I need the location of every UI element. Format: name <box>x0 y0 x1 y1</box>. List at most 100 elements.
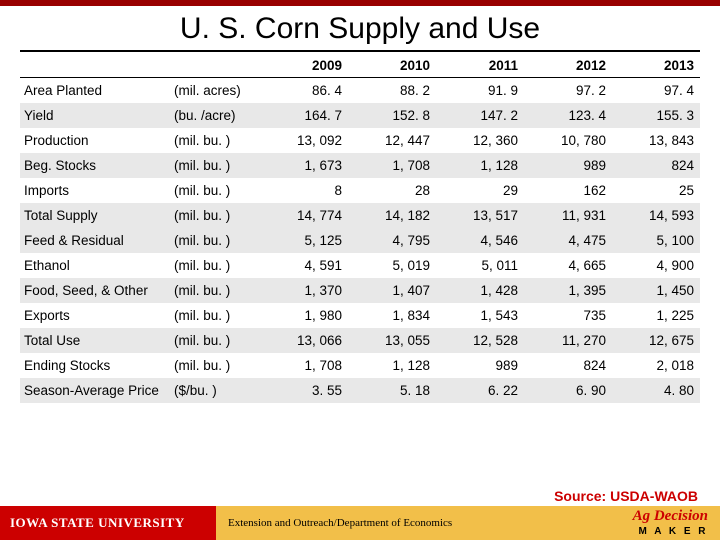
cell: 8 <box>260 178 348 203</box>
cell: 1, 370 <box>260 278 348 303</box>
cell: 1, 834 <box>348 303 436 328</box>
cell: 13, 517 <box>436 203 524 228</box>
cell: 155. 3 <box>612 103 700 128</box>
header-year: 2010 <box>348 54 436 78</box>
cell: 12, 675 <box>612 328 700 353</box>
cell: 97. 4 <box>612 78 700 104</box>
cell: 1, 395 <box>524 278 612 303</box>
cell: 164. 7 <box>260 103 348 128</box>
row-label: Feed & Residual <box>20 228 170 253</box>
cell: 11, 931 <box>524 203 612 228</box>
header-year: 2013 <box>612 54 700 78</box>
row-unit: (mil. bu. ) <box>170 228 260 253</box>
cell: 13, 066 <box>260 328 348 353</box>
cell: 10, 780 <box>524 128 612 153</box>
table-row: Production(mil. bu. )13, 09212, 44712, 3… <box>20 128 700 153</box>
table-body: Area Planted(mil. acres)86. 488. 291. 99… <box>20 78 700 404</box>
cell: 4, 591 <box>260 253 348 278</box>
cell: 147. 2 <box>436 103 524 128</box>
cell: 13, 092 <box>260 128 348 153</box>
row-unit: ($/bu. ) <box>170 378 260 403</box>
row-unit: (mil. bu. ) <box>170 278 260 303</box>
cell: 13, 843 <box>612 128 700 153</box>
cell: 1, 128 <box>348 353 436 378</box>
cell: 1, 673 <box>260 153 348 178</box>
row-unit: (mil. bu. ) <box>170 178 260 203</box>
cell: 2, 018 <box>612 353 700 378</box>
cell: 5, 019 <box>348 253 436 278</box>
cell: 5, 125 <box>260 228 348 253</box>
cell: 12, 528 <box>436 328 524 353</box>
cell: 4, 546 <box>436 228 524 253</box>
table-row: Ethanol(mil. bu. )4, 5915, 0195, 0114, 6… <box>20 253 700 278</box>
cell: 25 <box>612 178 700 203</box>
row-label: Ethanol <box>20 253 170 278</box>
cell: 1, 225 <box>612 303 700 328</box>
header-year: 2009 <box>260 54 348 78</box>
table-row: Area Planted(mil. acres)86. 488. 291. 99… <box>20 78 700 104</box>
cell: 4, 665 <box>524 253 612 278</box>
cell: 1, 450 <box>612 278 700 303</box>
header-year: 2012 <box>524 54 612 78</box>
cell: 4. 80 <box>612 378 700 403</box>
row-label: Production <box>20 128 170 153</box>
table-row: Beg. Stocks(mil. bu. )1, 6731, 7081, 128… <box>20 153 700 178</box>
row-unit: (mil. bu. ) <box>170 153 260 178</box>
cell: 1, 407 <box>348 278 436 303</box>
cell: 97. 2 <box>524 78 612 104</box>
cell: 28 <box>348 178 436 203</box>
brand-top: Ag Decision <box>633 508 708 524</box>
footer: IOWA STATE UNIVERSITY Extension and Outr… <box>0 506 720 540</box>
cell: 88. 2 <box>348 78 436 104</box>
row-label: Food, Seed, & Other <box>20 278 170 303</box>
table-row: Season-Average Price($/bu. )3. 555. 186.… <box>20 378 700 403</box>
row-label: Area Planted <box>20 78 170 104</box>
row-unit: (mil. bu. ) <box>170 353 260 378</box>
row-label: Beg. Stocks <box>20 153 170 178</box>
table-row: Total Use(mil. bu. )13, 06613, 05512, 52… <box>20 328 700 353</box>
cell: 1, 128 <box>436 153 524 178</box>
row-label: Imports <box>20 178 170 203</box>
cell: 1, 980 <box>260 303 348 328</box>
cell: 4, 795 <box>348 228 436 253</box>
row-unit: (mil. acres) <box>170 78 260 104</box>
cell: 13, 055 <box>348 328 436 353</box>
table-row: Imports(mil. bu. )8282916225 <box>20 178 700 203</box>
row-unit: (mil. bu. ) <box>170 303 260 328</box>
row-unit: (bu. /acre) <box>170 103 260 128</box>
table-row: Exports(mil. bu. )1, 9801, 8341, 5437351… <box>20 303 700 328</box>
cell: 14, 182 <box>348 203 436 228</box>
ag-decision-maker-logo: Ag Decision M A K E R <box>633 509 708 536</box>
cell: 5. 18 <box>348 378 436 403</box>
footer-gold-block: Extension and Outreach/Department of Eco… <box>216 506 720 540</box>
brand-bottom: M A K E R <box>638 526 708 537</box>
cell: 4, 900 <box>612 253 700 278</box>
cell: 91. 9 <box>436 78 524 104</box>
cell: 14, 774 <box>260 203 348 228</box>
header-blank-label <box>20 54 170 78</box>
cell: 824 <box>612 153 700 178</box>
cell: 1, 543 <box>436 303 524 328</box>
table-row: Total Supply(mil. bu. )14, 77414, 18213,… <box>20 203 700 228</box>
row-label: Season-Average Price <box>20 378 170 403</box>
table-row: Ending Stocks(mil. bu. )1, 7081, 1289898… <box>20 353 700 378</box>
data-table-container: 2009 2010 2011 2012 2013 Area Planted(mi… <box>20 54 700 403</box>
cell: 1, 708 <box>348 153 436 178</box>
cell: 735 <box>524 303 612 328</box>
cell: 6. 22 <box>436 378 524 403</box>
table-row: Feed & Residual(mil. bu. )5, 1254, 7954,… <box>20 228 700 253</box>
cell: 123. 4 <box>524 103 612 128</box>
extension-text: Extension and Outreach/Department of Eco… <box>228 517 452 529</box>
cell: 14, 593 <box>612 203 700 228</box>
header-blank-unit <box>170 54 260 78</box>
table-row: Yield(bu. /acre)164. 7152. 8147. 2123. 4… <box>20 103 700 128</box>
cell: 12, 447 <box>348 128 436 153</box>
cell: 1, 708 <box>260 353 348 378</box>
cell: 989 <box>524 153 612 178</box>
row-unit: (mil. bu. ) <box>170 253 260 278</box>
corn-supply-table: 2009 2010 2011 2012 2013 Area Planted(mi… <box>20 54 700 403</box>
row-label: Ending Stocks <box>20 353 170 378</box>
cell: 4, 475 <box>524 228 612 253</box>
header-year: 2011 <box>436 54 524 78</box>
cell: 5, 100 <box>612 228 700 253</box>
